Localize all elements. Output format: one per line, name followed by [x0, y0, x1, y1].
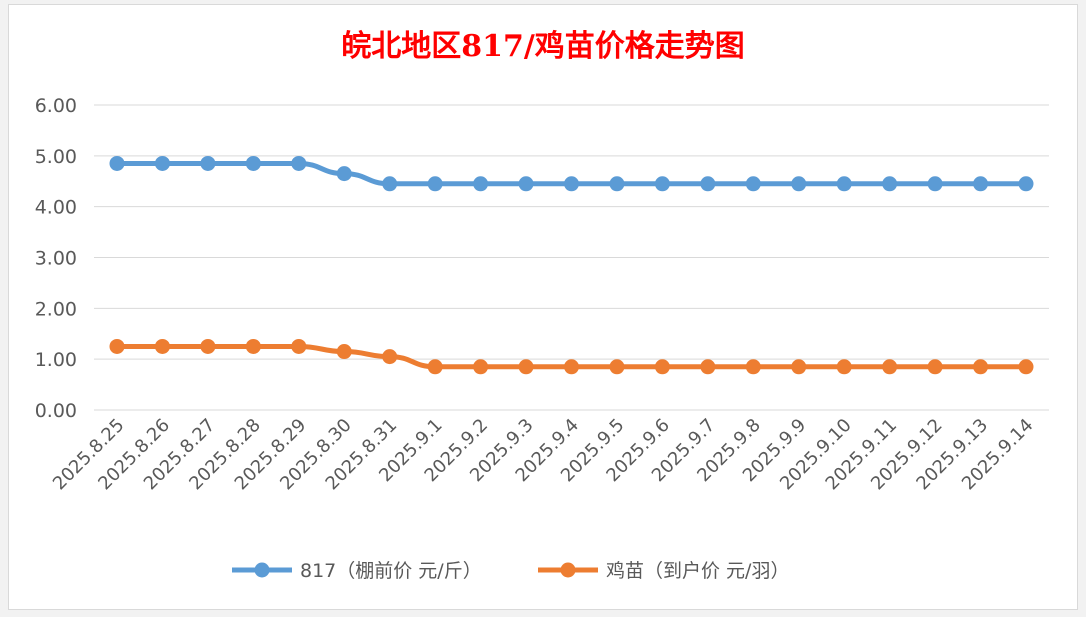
series-0-point [518, 176, 534, 192]
series-1-point [973, 359, 989, 375]
series-1-point [882, 359, 898, 375]
y-axis-ticks: 0.00 1.00 2.00 3.00 4.00 5.00 6.00 [35, 95, 77, 422]
series-1-point [427, 359, 443, 375]
series-1-point [836, 359, 852, 375]
series-0-point [700, 176, 716, 192]
series-0-point [927, 176, 943, 192]
series-1-point [745, 359, 761, 375]
series-1-point [654, 359, 670, 375]
y-tick-label: 0.00 [35, 400, 77, 422]
series-1-point [291, 338, 307, 354]
series-0-point [882, 176, 898, 192]
series-1-point [609, 359, 625, 375]
series-0-point [836, 176, 852, 192]
gridlines [94, 104, 1049, 411]
series-0-point [291, 155, 307, 171]
x-axis-ticks: 2025.8.252025.8.262025.8.272025.8.282025… [49, 415, 1038, 495]
legend-marker-1 [560, 562, 576, 578]
series-0-point [654, 176, 670, 192]
series-0-point [745, 176, 761, 192]
y-tick-label: 1.00 [35, 349, 77, 371]
legend: 817（棚前价 元/斤） 鸡苗（到户价 元/羽） [232, 560, 789, 582]
series-1-point [791, 359, 807, 375]
series-1-point [518, 359, 534, 375]
chart-title: 皖北地区817/鸡苗价格走势图 [341, 29, 745, 64]
series-1-point [109, 338, 125, 354]
legend-label-1: 鸡苗（到户价 元/羽） [606, 560, 789, 582]
series-1-point [245, 338, 261, 354]
series-0-point [200, 155, 216, 171]
series-1-point [382, 349, 398, 365]
series-0-point [382, 176, 398, 192]
series-1-point [336, 344, 352, 360]
series-0-point [109, 155, 125, 171]
legend-marker-0 [254, 562, 270, 578]
series-1-point [473, 359, 489, 375]
legend-label-0: 817（棚前价 元/斤） [300, 560, 482, 582]
y-tick-label: 5.00 [35, 146, 77, 168]
series-0-point [973, 176, 989, 192]
series-0-point [245, 155, 261, 171]
series-1-point [1018, 359, 1034, 375]
series-0-point [609, 176, 625, 192]
series-0-point [1018, 176, 1034, 192]
series-0-point [473, 176, 489, 192]
series-group [109, 155, 1034, 375]
series-0-point [427, 176, 443, 192]
series-0-point [564, 176, 579, 192]
series-1-point [927, 359, 943, 375]
series-0-point [336, 166, 352, 182]
y-tick-label: 4.00 [35, 197, 77, 219]
y-tick-label: 2.00 [35, 298, 77, 320]
series-0-point [791, 176, 807, 192]
series-1-point [200, 338, 216, 354]
series-1-point [154, 338, 170, 354]
series-1-point [700, 359, 716, 375]
y-tick-label: 6.00 [35, 95, 77, 117]
series-1-point [564, 359, 579, 375]
series-0-point [154, 155, 170, 171]
y-tick-label: 3.00 [35, 248, 77, 270]
